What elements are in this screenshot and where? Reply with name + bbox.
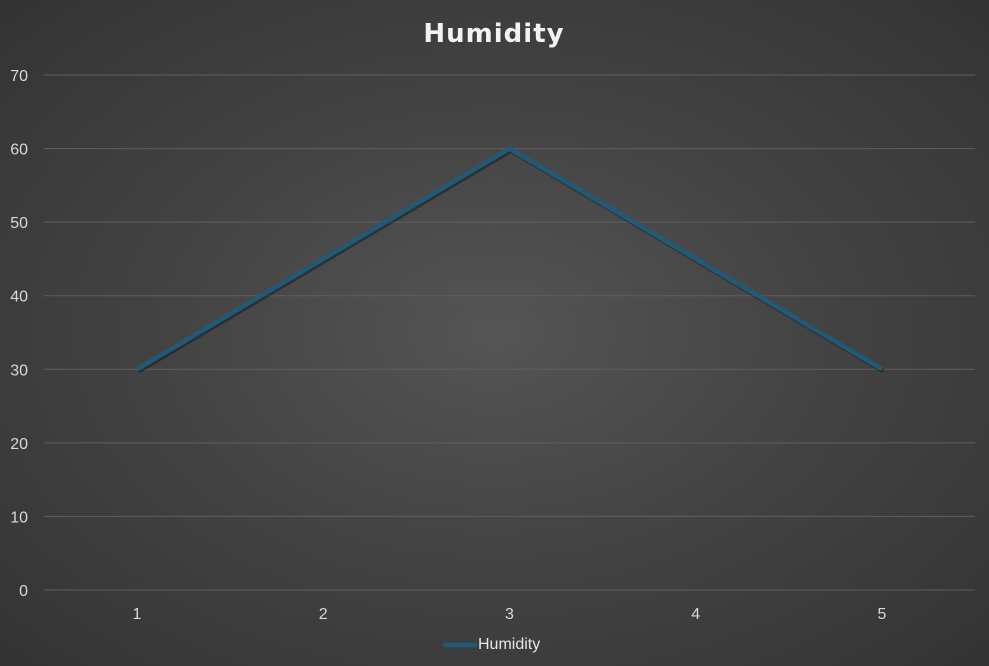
gridlines	[44, 74, 975, 591]
x-tick-label: 5	[878, 606, 887, 623]
legend-label: Humidity	[478, 636, 540, 653]
x-axis-tick-labels: 1 2 3 4 5	[133, 606, 887, 623]
chart-title: Humidity	[423, 19, 564, 49]
y-axis-tick-labels: 0 10 20 30 40 50 60 70	[10, 68, 28, 600]
x-tick-label: 3	[505, 606, 514, 623]
y-tick-label: 70	[10, 68, 28, 85]
legend: Humidity	[443, 636, 540, 653]
y-tick-label: 20	[10, 436, 28, 453]
y-tick-label: 0	[19, 583, 28, 600]
series-line-shadow	[137, 147, 885, 374]
series-lines	[135, 145, 885, 374]
y-tick-label: 40	[10, 289, 28, 306]
x-tick-label: 1	[133, 606, 142, 623]
y-tick-label: 50	[10, 215, 28, 232]
x-tick-label: 2	[319, 606, 328, 623]
y-tick-label: 10	[10, 509, 28, 526]
x-tick-label: 4	[691, 606, 700, 623]
series-line-1	[135, 145, 884, 372]
y-tick-label: 60	[10, 142, 28, 159]
y-tick-label: 30	[10, 362, 28, 379]
